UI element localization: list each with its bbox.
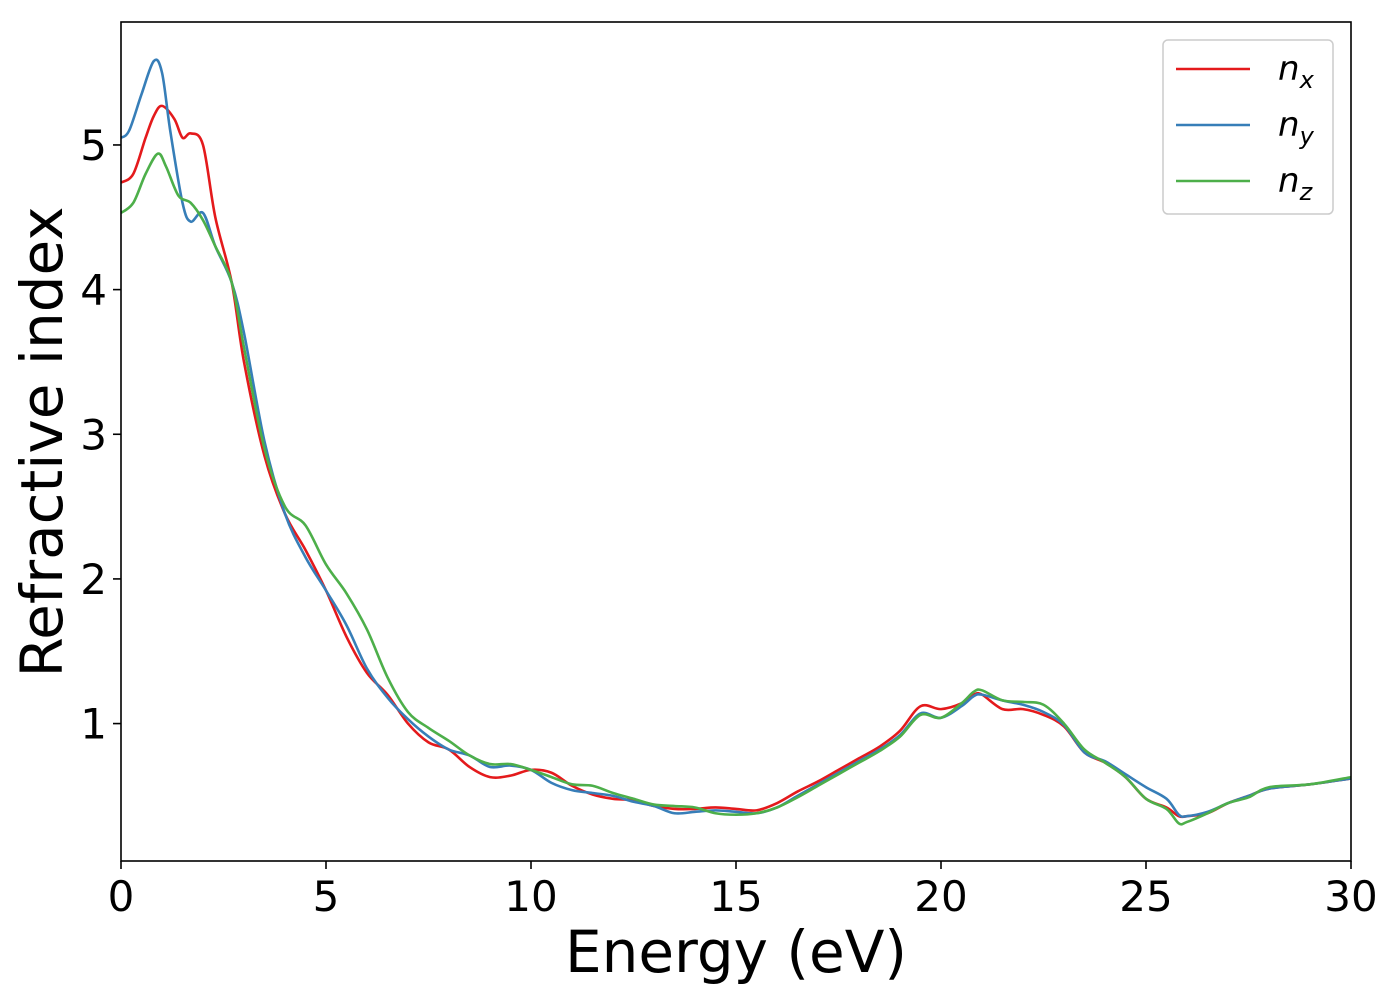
x-tick-label: 10 (504, 872, 557, 921)
legend-label-n-x: nx (1278, 49, 1315, 94)
legend-label-n-z: nz (1278, 161, 1314, 206)
x-tick-label: 25 (1119, 872, 1172, 921)
x-axis-ticks: 0 5 10 15 20 25 30 (108, 861, 1378, 921)
y-tick-label: 4 (80, 266, 107, 315)
y-tick-label: 2 (80, 555, 107, 604)
y-tick-label: 5 (80, 121, 107, 170)
legend-entries: nx ny nz (1176, 49, 1315, 206)
legend-box (1162, 39, 1334, 215)
y-axis-ticks: 1 2 3 4 5 (80, 121, 121, 749)
x-tick-label: 15 (709, 872, 762, 921)
y-axis-label: Refractive index (8, 206, 76, 677)
legend-label-n-y: ny (1278, 105, 1315, 150)
x-tick-label: 20 (914, 872, 967, 921)
y-tick-label: 1 (80, 700, 107, 749)
series-line-n-z (121, 152, 1351, 826)
series-layer (121, 58, 1351, 826)
legend: nx ny nz (1162, 39, 1334, 215)
y-tick-label: 3 (80, 410, 107, 459)
x-tick-label: 0 (108, 872, 135, 921)
x-axis-label: Energy (eV) (565, 918, 907, 986)
x-tick-label: 30 (1324, 872, 1377, 921)
x-tick-label: 5 (313, 872, 340, 921)
